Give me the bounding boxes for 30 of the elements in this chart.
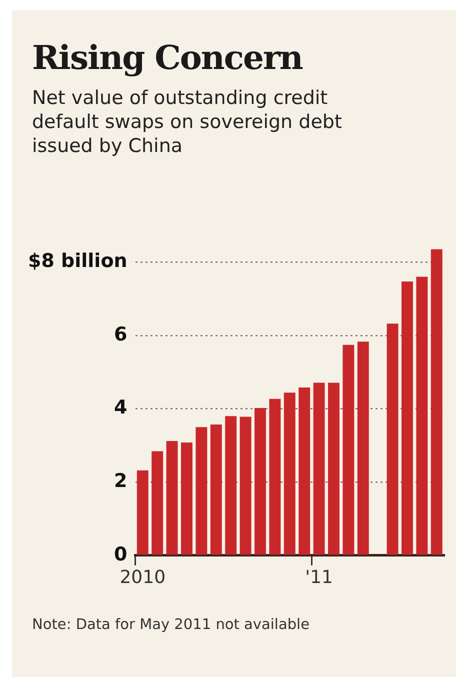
bar — [342, 344, 354, 555]
y-tick-label: $8 billion — [28, 250, 128, 272]
y-tick-label: 6 — [114, 323, 128, 346]
bar — [386, 324, 398, 555]
bar — [254, 408, 266, 555]
bar — [416, 276, 428, 555]
bar — [166, 441, 178, 555]
x-tick-label: '11 — [305, 566, 333, 588]
bar — [430, 249, 442, 555]
bar — [269, 398, 281, 555]
y-tick-label: 0 — [114, 543, 128, 566]
bar — [402, 282, 413, 555]
bar — [313, 382, 325, 555]
bar — [328, 382, 340, 555]
bar — [210, 424, 222, 555]
bar — [152, 451, 164, 555]
bar — [181, 442, 192, 555]
y-tick-label: 2 — [114, 470, 128, 492]
bar — [298, 387, 310, 555]
bar — [196, 427, 208, 555]
bar — [284, 392, 296, 555]
bar — [240, 416, 252, 555]
x-tick-label: 2010 — [120, 566, 166, 588]
y-tick-label: 4 — [114, 396, 128, 419]
chart-title: Rising Concern — [32, 38, 302, 77]
text: Note: Data for May 2011 not available — [32, 616, 310, 635]
bar — [225, 416, 237, 555]
bar — [357, 342, 369, 555]
bar — [136, 470, 148, 555]
chart-subtitle: Net value of outstanding credit default swaps on sovereign debt issued by China — [32, 86, 343, 158]
